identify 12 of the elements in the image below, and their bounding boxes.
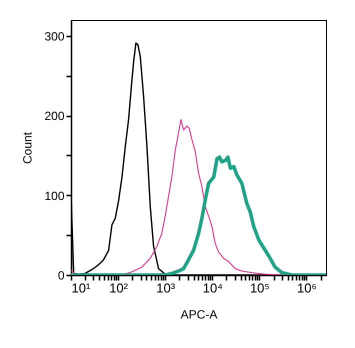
y-tick-label: 0 (58, 268, 65, 282)
x-tick-label: 10⁵ (250, 280, 270, 296)
x-axis-title: APC-A (180, 308, 218, 322)
x-tick-label: 10¹ (72, 280, 91, 296)
y-tick-label: 100 (44, 188, 65, 203)
y-tick-label: 200 (44, 109, 65, 124)
x-tick-label: 10² (109, 280, 129, 296)
x-tick-label: 10⁶ (297, 280, 317, 296)
y-tick-label: 300 (44, 29, 65, 44)
x-tick-label: 10⁴ (202, 280, 223, 296)
y-axis-title: Count (20, 131, 34, 164)
x-tick-label: 10³ (156, 280, 176, 296)
